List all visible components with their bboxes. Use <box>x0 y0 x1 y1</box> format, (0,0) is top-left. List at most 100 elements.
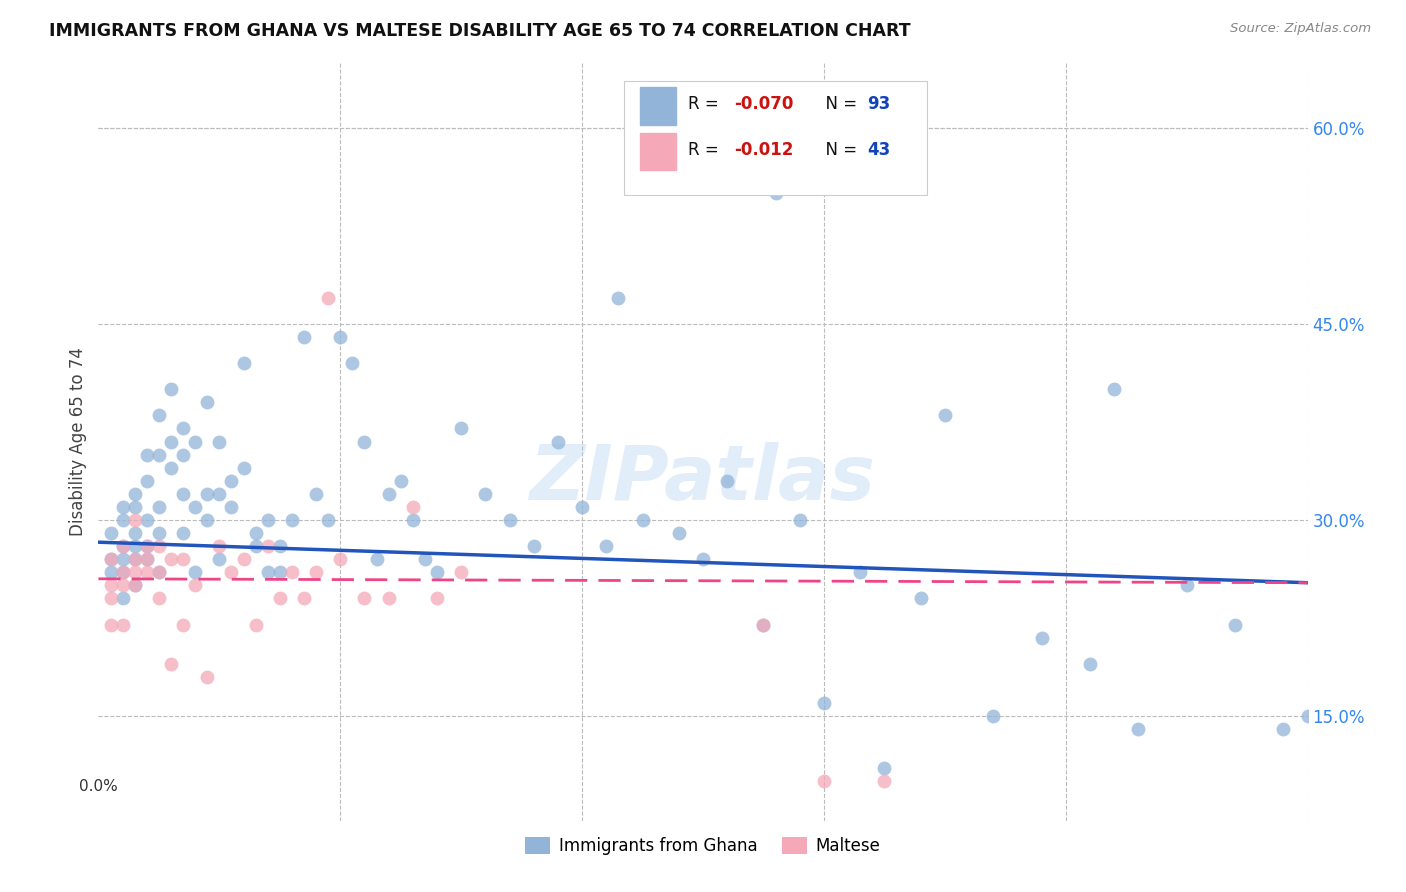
Point <box>135 552 157 566</box>
Point <box>184 500 207 514</box>
Text: R =: R = <box>689 141 724 159</box>
Point <box>111 617 134 632</box>
Point <box>353 434 375 449</box>
Point <box>195 395 218 409</box>
Point <box>1078 657 1101 671</box>
Point <box>269 539 291 553</box>
Point <box>353 591 375 606</box>
Legend: Immigrants from Ghana, Maltese: Immigrants from Ghana, Maltese <box>519 830 887 862</box>
Point <box>208 434 231 449</box>
Point <box>1031 631 1053 645</box>
Point <box>111 513 134 527</box>
Point <box>208 552 231 566</box>
Point <box>135 474 157 488</box>
Point <box>981 709 1004 723</box>
Point <box>571 500 593 514</box>
Point <box>413 552 436 566</box>
Point <box>765 186 787 201</box>
Point <box>111 578 134 592</box>
Point <box>160 434 183 449</box>
Point <box>111 539 134 553</box>
Point <box>111 566 134 580</box>
Point <box>1296 709 1319 723</box>
Point <box>366 552 388 566</box>
Point <box>135 513 157 527</box>
Point <box>474 487 496 501</box>
Point <box>100 552 122 566</box>
Point <box>100 591 122 606</box>
Point <box>402 513 425 527</box>
Point <box>934 409 956 423</box>
Y-axis label: Disability Age 65 to 74: Disability Age 65 to 74 <box>69 347 87 536</box>
Point <box>195 670 218 684</box>
Bar <box>640 133 676 170</box>
Point <box>607 291 630 305</box>
Point <box>148 566 170 580</box>
Point <box>789 513 811 527</box>
Point <box>135 448 157 462</box>
Point <box>1272 722 1295 736</box>
Point <box>873 761 896 775</box>
Point <box>172 421 194 435</box>
Point <box>316 291 339 305</box>
Point <box>124 539 146 553</box>
Point <box>402 500 425 514</box>
Point <box>135 539 157 553</box>
Point <box>124 552 146 566</box>
Point <box>1128 722 1150 736</box>
Point <box>160 460 183 475</box>
Text: -0.012: -0.012 <box>734 141 794 159</box>
Point <box>160 552 183 566</box>
Point <box>148 566 170 580</box>
Point <box>1223 617 1246 632</box>
Point <box>184 434 207 449</box>
Point <box>100 526 122 541</box>
Point <box>221 500 243 514</box>
Point <box>342 356 364 370</box>
Text: ZIPatlas: ZIPatlas <box>530 442 876 516</box>
Point <box>100 552 122 566</box>
Point <box>269 566 291 580</box>
Point <box>100 617 122 632</box>
Point <box>716 474 738 488</box>
Point <box>498 513 520 527</box>
Point <box>195 487 218 501</box>
Point <box>135 566 157 580</box>
Point <box>124 487 146 501</box>
Point <box>256 566 278 580</box>
Point <box>849 566 872 580</box>
Point <box>172 617 194 632</box>
Point <box>232 356 254 370</box>
Point <box>100 578 122 592</box>
Point <box>124 566 146 580</box>
Point <box>135 539 157 553</box>
Point <box>111 539 134 553</box>
Point <box>124 500 146 514</box>
Point <box>245 539 267 553</box>
Text: 0.0%: 0.0% <box>79 779 118 794</box>
Point <box>232 460 254 475</box>
Point <box>450 566 472 580</box>
Point <box>184 578 207 592</box>
Point <box>752 617 775 632</box>
Point <box>124 578 146 592</box>
Point <box>208 487 231 501</box>
Point <box>281 513 304 527</box>
Point <box>426 591 449 606</box>
Point <box>329 330 352 344</box>
Text: -0.070: -0.070 <box>734 95 794 113</box>
Text: N =: N = <box>815 95 863 113</box>
Point <box>377 487 399 501</box>
Point <box>668 526 690 541</box>
Point <box>195 513 218 527</box>
Point <box>208 539 231 553</box>
Point <box>135 552 157 566</box>
Point <box>547 434 569 449</box>
Point <box>172 552 194 566</box>
Point <box>148 500 170 514</box>
Point <box>523 539 546 553</box>
Point <box>910 591 932 606</box>
Point <box>148 409 170 423</box>
Point <box>148 591 170 606</box>
Point <box>111 552 134 566</box>
